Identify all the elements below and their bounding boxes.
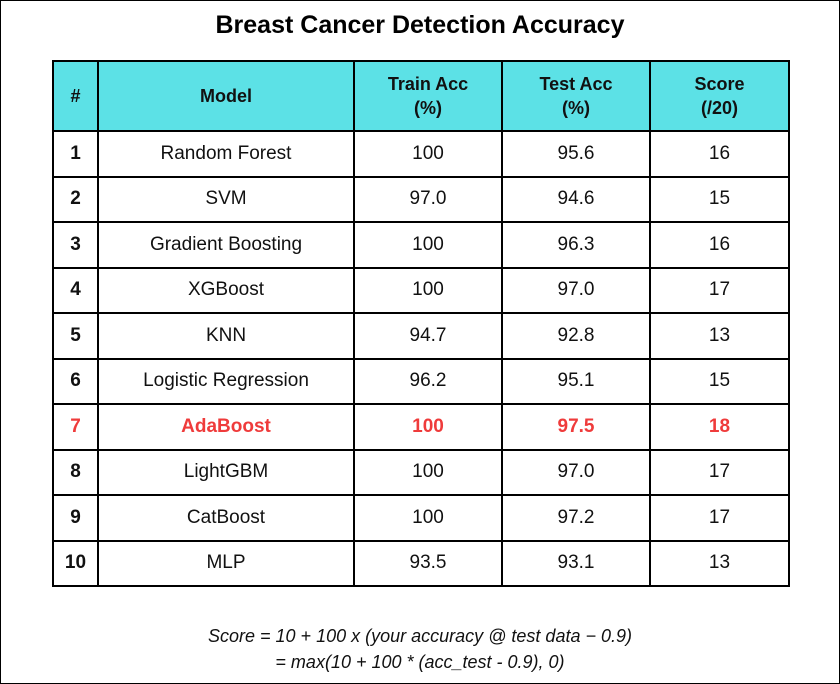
cell-rank: 7 [52, 403, 99, 451]
cell-test-acc: 96.3 [501, 221, 651, 269]
header-train-acc-unit: (%) [414, 98, 442, 118]
cell-rank: 4 [52, 266, 99, 314]
cell-score: 18 [649, 403, 790, 451]
header-model: Model [97, 60, 355, 132]
cell-model: XGBoost [97, 266, 355, 314]
cell-train-acc: 97.0 [353, 175, 503, 223]
cell-rank: 5 [52, 312, 99, 360]
table-row: 4 XGBoost 100 97.0 17 [52, 266, 790, 314]
cell-score: 16 [649, 221, 790, 269]
cell-rank: 1 [52, 130, 99, 178]
header-test-acc: Test Acc (%) [501, 60, 651, 132]
cell-rank: 6 [52, 357, 99, 405]
formula-line-1: Score = 10 + 100 x (your accuracy @ test… [208, 626, 632, 646]
cell-test-acc: 92.8 [501, 312, 651, 360]
table-row: 9 CatBoost 100 97.2 17 [52, 494, 790, 542]
cell-model: AdaBoost [97, 403, 355, 451]
cell-train-acc: 94.7 [353, 312, 503, 360]
cell-rank: 2 [52, 175, 99, 223]
cell-train-acc: 100 [353, 130, 503, 178]
cell-model: KNN [97, 312, 355, 360]
cell-model: Logistic Regression [97, 357, 355, 405]
cell-score: 15 [649, 175, 790, 223]
cell-score: 17 [649, 494, 790, 542]
header-train-acc: Train Acc (%) [353, 60, 503, 132]
header-test-acc-label: Test Acc [539, 74, 613, 94]
cell-rank: 8 [52, 448, 99, 496]
cell-test-acc: 97.0 [501, 448, 651, 496]
cell-train-acc: 100 [353, 403, 503, 451]
page-title: Breast Cancer Detection Accuracy [215, 11, 625, 39]
cell-score: 17 [649, 266, 790, 314]
cell-model: CatBoost [97, 494, 355, 542]
cell-score: 15 [649, 357, 790, 405]
cell-model: SVM [97, 175, 355, 223]
cell-score: 16 [649, 130, 790, 178]
cell-train-acc: 100 [353, 494, 503, 542]
cell-score: 17 [649, 448, 790, 496]
table-row: 10 MLP 93.5 93.1 13 [52, 539, 790, 587]
table-row: 8 LightGBM 100 97.0 17 [52, 448, 790, 496]
results-table: # Model Train Acc (%) Test Acc (%) Score… [52, 60, 790, 587]
cell-test-acc: 94.6 [501, 175, 651, 223]
score-formula: Score = 10 + 100 x (your accuracy @ test… [1, 623, 839, 675]
table-row-highlighted: 7 AdaBoost 100 97.5 18 [52, 403, 790, 451]
table-row: 1 Random Forest 100 95.6 16 [52, 130, 790, 178]
cell-test-acc: 97.0 [501, 266, 651, 314]
cell-train-acc: 93.5 [353, 539, 503, 587]
cell-model: Gradient Boosting [97, 221, 355, 269]
cell-test-acc: 93.1 [501, 539, 651, 587]
cell-model: Random Forest [97, 130, 355, 178]
header-rank: # [52, 60, 99, 132]
cell-test-acc: 97.2 [501, 494, 651, 542]
table-row: 6 Logistic Regression 96.2 95.1 15 [52, 357, 790, 405]
cell-train-acc: 100 [353, 448, 503, 496]
header-train-acc-label: Train Acc [387, 74, 469, 94]
header-test-acc-unit: (%) [562, 98, 590, 118]
cell-test-acc: 95.6 [501, 130, 651, 178]
table-row: 5 KNN 94.7 92.8 13 [52, 312, 790, 360]
cell-train-acc: 96.2 [353, 357, 503, 405]
table-row: 2 SVM 97.0 94.6 15 [52, 175, 790, 223]
cell-score: 13 [649, 312, 790, 360]
cell-rank: 3 [52, 221, 99, 269]
header-score-unit: (/20) [700, 98, 738, 118]
cell-train-acc: 100 [353, 266, 503, 314]
formula-line-2: = max(10 + 100 * (acc_test - 0.9), 0) [275, 652, 565, 672]
table-row: 3 Gradient Boosting 100 96.3 16 [52, 221, 790, 269]
table-header-row: # Model Train Acc (%) Test Acc (%) Score… [52, 60, 790, 132]
header-score-label: Score [694, 74, 745, 94]
cell-train-acc: 100 [353, 221, 503, 269]
cell-rank: 10 [52, 539, 99, 587]
cell-model: LightGBM [97, 448, 355, 496]
cell-score: 13 [649, 539, 790, 587]
cell-rank: 9 [52, 494, 99, 542]
cell-test-acc: 97.5 [501, 403, 651, 451]
header-score: Score (/20) [649, 60, 790, 132]
cell-model: MLP [97, 539, 355, 587]
cell-test-acc: 95.1 [501, 357, 651, 405]
